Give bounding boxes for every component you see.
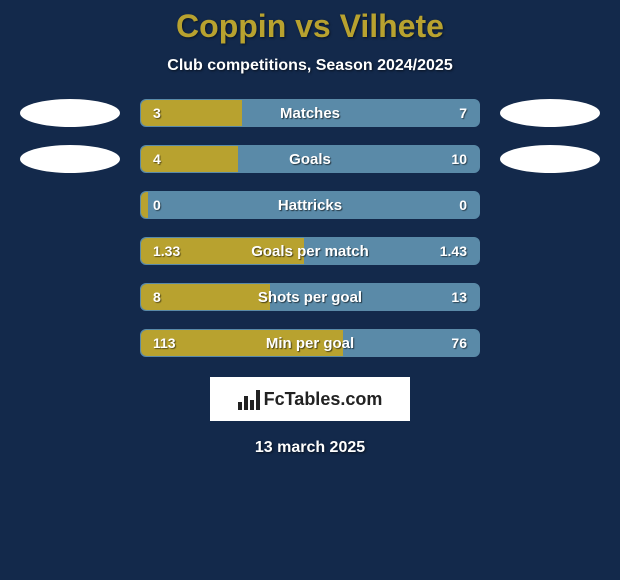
- logo-box[interactable]: FcTables.com: [210, 377, 410, 421]
- stat-bar: 4 10 Goals: [140, 145, 480, 173]
- stat-bar: 8 13 Shots per goal: [140, 283, 480, 311]
- stat-label: Min per goal: [266, 335, 354, 352]
- spacer: [20, 237, 120, 265]
- spacer: [20, 329, 120, 357]
- spacer: [20, 191, 120, 219]
- spacer: [500, 329, 600, 357]
- stat-bar: 1.33 1.43 Goals per match: [140, 237, 480, 265]
- stat-label: Shots per goal: [258, 289, 362, 306]
- player1-badge: [20, 99, 120, 127]
- date-text: 13 march 2025: [0, 439, 620, 457]
- player2-badge: [500, 99, 600, 127]
- spacer: [500, 191, 600, 219]
- left-value: 1.33: [153, 243, 180, 259]
- stat-row: 4 10 Goals: [0, 145, 620, 173]
- left-value: 8: [153, 289, 161, 305]
- left-value: 113: [153, 335, 176, 351]
- subtitle: Club competitions, Season 2024/2025: [0, 57, 620, 75]
- logo-text: FcTables.com: [264, 389, 383, 410]
- stat-label: Matches: [280, 105, 340, 122]
- stat-row: 3 7 Matches: [0, 99, 620, 127]
- stat-label: Goals: [289, 151, 331, 168]
- bar-chart-icon: [238, 388, 260, 410]
- right-value: 1.43: [440, 243, 467, 259]
- stat-row: 113 76 Min per goal: [0, 329, 620, 357]
- stat-row: 1.33 1.43 Goals per match: [0, 237, 620, 265]
- stats-container: 3 7 Matches 4 10 Goals 0 0 Hattricks 1.33 1.43 Goal…: [0, 99, 620, 357]
- spacer: [500, 283, 600, 311]
- stat-bar: 3 7 Matches: [140, 99, 480, 127]
- bar-right-fill: [242, 100, 479, 126]
- vs-text: vs: [295, 8, 331, 44]
- player1-badge: [20, 145, 120, 173]
- right-value: 0: [459, 197, 467, 213]
- player1-name: Coppin: [176, 8, 286, 44]
- bar-right-fill: [238, 146, 479, 172]
- stat-bar: 113 76 Min per goal: [140, 329, 480, 357]
- stat-label: Hattricks: [278, 197, 342, 214]
- right-value: 76: [451, 335, 467, 351]
- player2-badge: [500, 145, 600, 173]
- left-value: 4: [153, 151, 161, 167]
- right-value: 7: [459, 105, 467, 121]
- stat-label: Goals per match: [251, 243, 369, 260]
- left-value: 0: [153, 197, 161, 213]
- right-value: 13: [451, 289, 467, 305]
- spacer: [20, 283, 120, 311]
- spacer: [500, 237, 600, 265]
- player2-name: Vilhete: [340, 8, 444, 44]
- stat-row: 8 13 Shots per goal: [0, 283, 620, 311]
- left-value: 3: [153, 105, 161, 121]
- stat-row: 0 0 Hattricks: [0, 191, 620, 219]
- stat-bar: 0 0 Hattricks: [140, 191, 480, 219]
- bar-left-fill: [141, 192, 148, 218]
- page-title: Coppin vs Vilhete: [0, 8, 620, 45]
- right-value: 10: [451, 151, 467, 167]
